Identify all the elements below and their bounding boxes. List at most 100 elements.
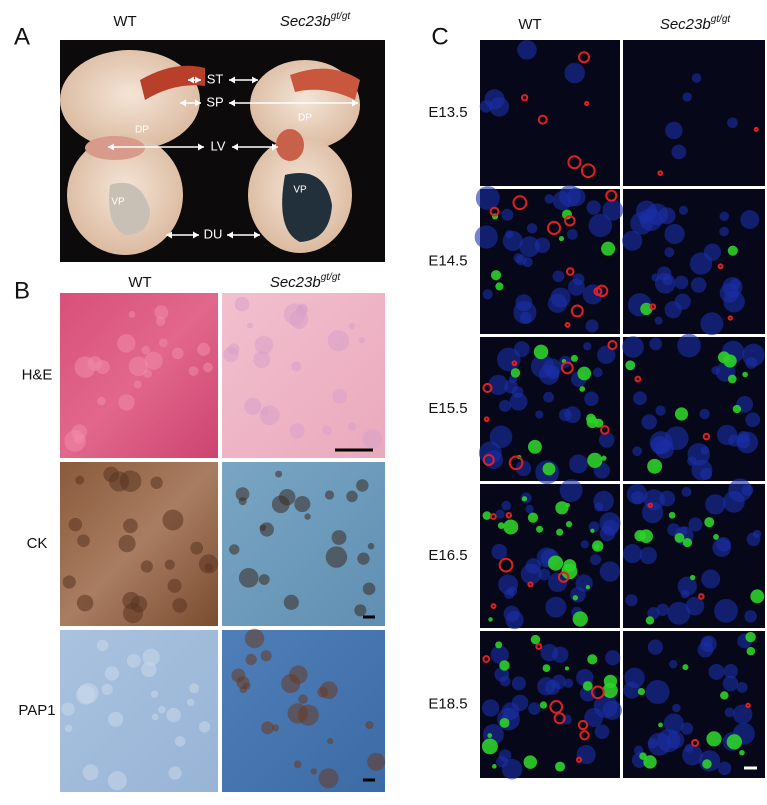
column-header: WT xyxy=(518,16,541,33)
cell xyxy=(197,342,211,356)
green-signal xyxy=(570,354,578,362)
cell xyxy=(238,568,259,588)
nucleus-signal xyxy=(671,144,687,160)
red-signal xyxy=(560,361,574,375)
green-signal xyxy=(625,360,636,371)
nucleus-signal xyxy=(688,517,703,532)
nucleus-signal xyxy=(667,601,691,625)
cell xyxy=(253,351,271,369)
annotation: LV xyxy=(211,138,226,153)
nucleus-signal xyxy=(690,277,707,293)
green-signal xyxy=(533,344,549,360)
cell xyxy=(298,694,308,705)
red-signal xyxy=(482,655,491,663)
nucleus-signal xyxy=(488,374,509,396)
cell xyxy=(128,356,149,377)
cell xyxy=(289,665,308,684)
cell xyxy=(171,347,184,360)
nucleus-signal xyxy=(567,278,585,296)
nucleus-signal xyxy=(737,431,750,444)
red-signal xyxy=(489,513,497,520)
nucleus-signal xyxy=(580,540,589,549)
green-signal xyxy=(726,734,742,750)
cell xyxy=(322,425,332,436)
nucleus-signal xyxy=(552,191,572,211)
micrograph xyxy=(60,630,218,792)
red-signal xyxy=(745,702,751,709)
cell xyxy=(150,690,159,698)
nucleus-signal xyxy=(517,40,537,60)
green-signal xyxy=(554,761,565,772)
annotation: SP xyxy=(206,94,223,109)
column-header: Sec23bgt/gt xyxy=(280,11,352,30)
organ-label: VP xyxy=(293,185,307,196)
header-superscript: gt/gt xyxy=(711,14,732,25)
nucleus-signal xyxy=(552,270,565,283)
nucleus-signal xyxy=(664,247,675,258)
cell xyxy=(189,683,200,694)
green-signal xyxy=(647,458,663,474)
cell xyxy=(283,594,299,610)
arrow-head xyxy=(180,99,186,107)
green-signal xyxy=(668,511,676,519)
nucleus-signal xyxy=(563,678,574,688)
green-signal xyxy=(495,641,503,649)
nucleus-signal xyxy=(656,603,669,616)
red-signal xyxy=(490,603,497,610)
nucleus-signal xyxy=(519,236,541,257)
green-signal xyxy=(702,759,712,769)
green-signal xyxy=(746,646,756,656)
green-signal xyxy=(530,634,541,645)
cell xyxy=(172,598,188,613)
liver xyxy=(276,129,304,161)
nucleus-signal xyxy=(714,598,738,623)
green-signal xyxy=(587,452,603,468)
red-signal xyxy=(527,581,534,588)
nucleus-signal xyxy=(740,210,760,229)
nucleus-signal xyxy=(665,121,683,140)
nucleus-signal xyxy=(584,707,604,728)
arrow-head xyxy=(108,143,114,151)
cell xyxy=(271,495,290,514)
cell xyxy=(259,405,280,426)
nucleus-signal xyxy=(682,744,703,766)
nucleus-signal xyxy=(585,319,599,333)
red-signal xyxy=(584,100,590,107)
nucleus-signal xyxy=(479,100,493,113)
nucleus-signal xyxy=(540,643,559,662)
red-signal xyxy=(691,738,700,747)
nucleus-signal xyxy=(741,484,754,496)
red-signal xyxy=(595,284,609,298)
liver xyxy=(85,136,145,160)
nucleus-signal xyxy=(542,358,562,377)
nucleus-signal xyxy=(639,546,657,565)
nucleus-signal xyxy=(515,460,532,477)
nucleus-signal xyxy=(724,707,735,718)
cell xyxy=(310,768,317,775)
nucleus-signal xyxy=(564,406,581,424)
cell xyxy=(325,546,348,568)
nucleus-signal xyxy=(650,436,669,455)
cell xyxy=(198,721,211,733)
nucleus-signal xyxy=(723,664,738,679)
red-signal xyxy=(567,155,582,170)
nucleus-signal xyxy=(525,504,534,514)
arrow-head xyxy=(254,231,260,239)
organ-label: DP xyxy=(298,113,312,124)
arrow-head xyxy=(352,99,358,107)
cell xyxy=(234,296,250,312)
nucleus-signal xyxy=(633,745,644,756)
nucleus-signal xyxy=(680,589,690,599)
cell xyxy=(258,574,270,585)
nucleus-signal xyxy=(659,490,676,507)
cell xyxy=(75,475,85,485)
nucleus-signal xyxy=(520,563,542,585)
nucleus-signal xyxy=(482,289,493,300)
header-base: Sec23b xyxy=(280,13,331,30)
cell xyxy=(128,311,136,318)
nucleus-signal xyxy=(559,478,583,502)
row-label: E15.5 xyxy=(428,400,467,417)
cell xyxy=(365,720,374,730)
column-header: Sec23bgt/gt xyxy=(270,272,342,291)
green-signal xyxy=(601,455,607,461)
